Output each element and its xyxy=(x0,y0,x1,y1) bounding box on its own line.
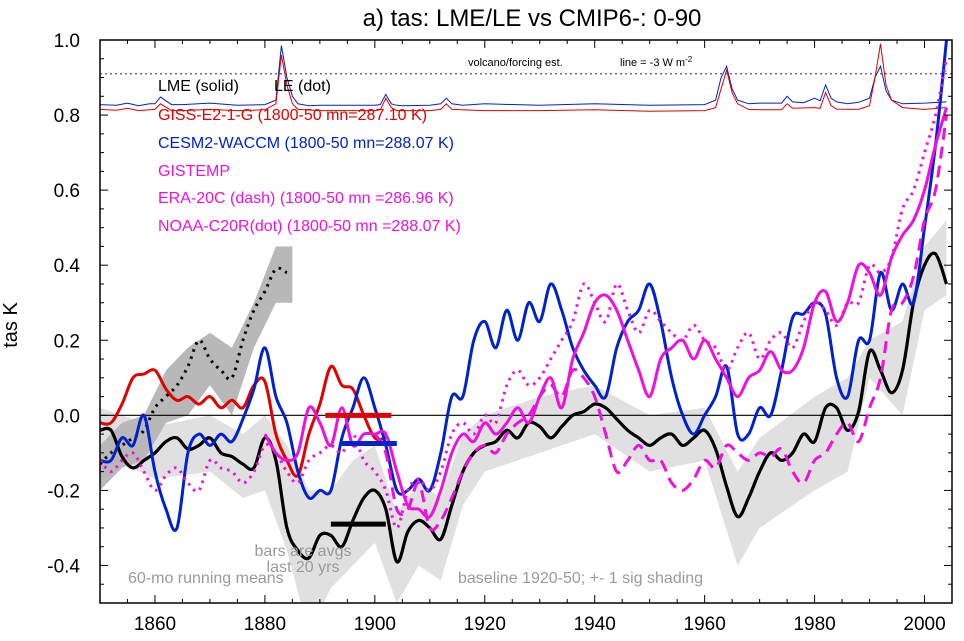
y-tick-label-7: 1.0 xyxy=(54,31,80,52)
series-line-lme xyxy=(100,251,949,564)
bars-note-line1: bars are avgs xyxy=(255,543,352,560)
volcano-forcing-label: volcano/forcing est. xyxy=(468,57,563,69)
x-tick-label-1880: 1880 xyxy=(244,614,286,635)
running-means-note: 60-mo running means xyxy=(128,570,284,587)
forcing-line-1 xyxy=(100,43,947,112)
legend-era20c: ERA-20C (dash) (1800-50 mn =286.96 K) xyxy=(158,190,454,207)
y-tick-label-1: -0.2 xyxy=(47,481,80,502)
y-axis-label: tas K xyxy=(0,302,22,348)
y-tick-label-2: 0.0 xyxy=(54,406,80,427)
legend-le: LE (dot) xyxy=(274,78,331,95)
forcing-layer xyxy=(100,43,947,112)
baseline-note: baseline 1920-50; +- 1 sig shading xyxy=(458,570,703,587)
y-ticks: -0.4 -0.2 0.0 0.2 0.4 0.6 0.8 1.0 xyxy=(47,31,952,604)
forcing-line-note-sup: -2 xyxy=(685,55,693,64)
y-tick-label-4: 0.4 xyxy=(54,256,81,277)
series-layer xyxy=(100,40,949,564)
legend-cesm2: CESM2-WACCM (1800-50 mn=288.07 K) xyxy=(158,135,454,152)
x-tick-label-1940: 1940 xyxy=(574,614,616,635)
x-ticks: 1860 1880 1900 1920 1940 1960 1980 2000 xyxy=(99,40,953,635)
x-tick-label-2000: 2000 xyxy=(903,614,945,635)
legend-lme: LME (solid) xyxy=(158,78,239,95)
series-line-le xyxy=(100,266,288,466)
y-tick-label-6: 0.8 xyxy=(54,106,80,127)
x-tick-label-1920: 1920 xyxy=(464,614,506,635)
y-tick-label-5: 0.6 xyxy=(54,181,80,202)
forcing-line-note: line = -3 W m-2 xyxy=(620,55,693,69)
legend-noaa-c20r: NOAA-C20R(dot) (1800-50 mn =288.07 K) xyxy=(158,218,461,235)
y-tick-label-3: 0.2 xyxy=(54,331,80,352)
shading-band-0 xyxy=(100,220,947,603)
plot-frame xyxy=(99,39,953,604)
forcing-line-note-text: line = -3 W m xyxy=(620,57,685,69)
legend-giss: GISS-E2-1-G (1800-50 mn=287.10 K) xyxy=(158,107,427,124)
series-line-era-20c xyxy=(373,114,948,532)
x-tick-label-1860: 1860 xyxy=(134,614,176,635)
bars-note-line2: last 20 yrs xyxy=(267,559,340,576)
x-tick-label-1900: 1900 xyxy=(354,614,396,635)
forcing-line-0 xyxy=(100,45,947,107)
x-tick-label-1960: 1960 xyxy=(684,614,726,635)
y-tick-label-0: -0.4 xyxy=(47,556,80,577)
series-line-giss-e2-1-g xyxy=(100,364,387,478)
legend-gistemp: GISTEMP xyxy=(158,163,230,180)
avg-bars-layer xyxy=(325,412,397,527)
chart-title: a) tas: LME/LE vs CMIP6-: 0-90 xyxy=(363,5,702,32)
series-line-gistemp xyxy=(263,107,948,519)
x-tick-label-1980: 1980 xyxy=(793,614,835,635)
